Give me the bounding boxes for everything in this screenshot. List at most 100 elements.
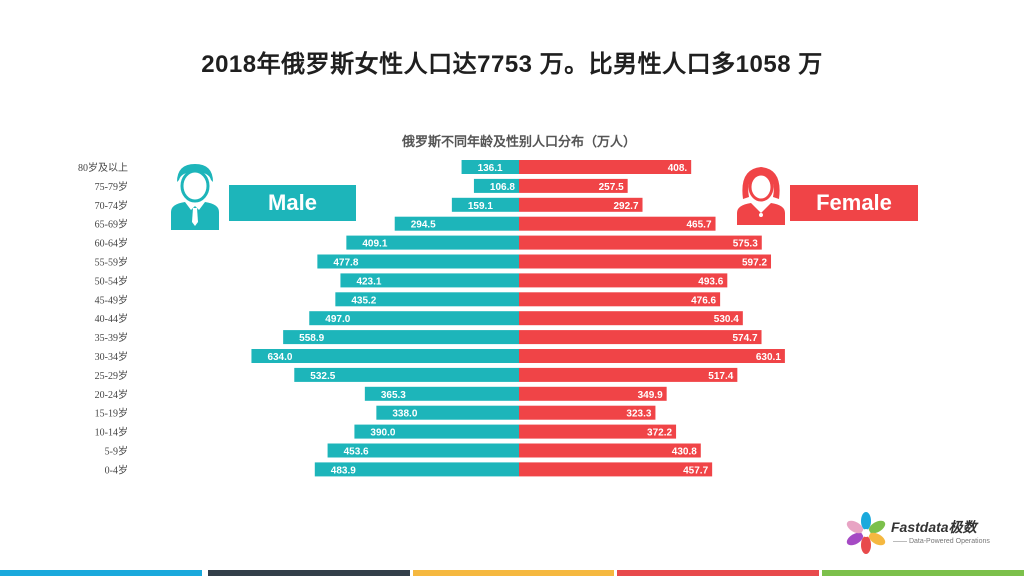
female-value-label: 457.7 <box>683 465 708 476</box>
male-bar <box>340 273 519 288</box>
female-value-label: 574.7 <box>732 333 757 344</box>
legend-female: Female <box>790 185 918 221</box>
age-group-label: 55-59岁 <box>95 256 128 269</box>
age-group-label: 0-4岁 <box>105 463 128 476</box>
male-bar <box>346 235 519 250</box>
female-value-label: 575.3 <box>733 239 758 250</box>
male-value-label: 409.1 <box>362 239 387 250</box>
female-bar <box>519 160 692 174</box>
female-bar <box>519 330 762 345</box>
male-bar <box>317 254 519 269</box>
male-value-label: 106.8 <box>490 182 515 193</box>
female-value-label: 465.7 <box>686 220 711 231</box>
female-bar <box>519 311 743 326</box>
logo-name: Fastdata极数 <box>891 519 977 535</box>
male-bar <box>283 330 519 345</box>
female-value-label: 257.5 <box>599 182 624 193</box>
female-value-label: 349.9 <box>638 390 663 401</box>
male-bar <box>473 178 519 193</box>
female-bar <box>519 197 643 212</box>
female-value-label: 323.3 <box>626 409 651 420</box>
female-value-label: 597.2 <box>742 258 767 269</box>
female-bar <box>519 254 772 269</box>
male-bar <box>364 386 519 401</box>
male-bar <box>294 367 519 382</box>
male-value-label: 423.1 <box>356 276 381 287</box>
male-value-label: 497.0 <box>325 314 350 325</box>
male-bar <box>309 311 519 326</box>
age-group-label: 30-34岁 <box>95 350 128 363</box>
age-group-label: 5-9岁 <box>105 445 128 458</box>
female-bar <box>519 462 713 477</box>
female-bar <box>519 443 701 458</box>
male-value-label: 338.0 <box>392 409 417 420</box>
female-person-icon <box>737 167 785 225</box>
female-bar <box>519 292 721 307</box>
female-bar <box>519 386 667 401</box>
logo-tagline: —— Data-Powered Operations <box>893 538 990 545</box>
male-value-label: 435.2 <box>351 295 376 306</box>
male-value-label: 558.9 <box>299 333 324 344</box>
male-bar <box>461 160 519 174</box>
age-group-label: 75-79岁 <box>95 180 128 193</box>
age-group-label: 15-19岁 <box>95 407 128 420</box>
female-bar <box>519 424 677 439</box>
male-bar <box>394 216 519 231</box>
male-value-label: 483.9 <box>331 465 356 476</box>
female-bar <box>519 216 716 231</box>
male-bar <box>327 443 519 458</box>
color-stripe <box>412 570 615 576</box>
female-value-label: 630.1 <box>756 352 781 363</box>
page-title: 2018年俄罗斯女性人口达7753 万。比男性人口多1058 万 <box>201 51 823 78</box>
female-bar <box>519 349 785 363</box>
flower-logo-icon <box>846 512 886 554</box>
chart-bars: 136.1 408. 80岁及以上 106.8 257.5 75-79岁 159.1 292.… <box>78 160 785 477</box>
male-value-label: 294.5 <box>411 220 436 231</box>
female-value-label: 408. <box>668 163 688 174</box>
female-bar <box>519 235 762 250</box>
male-value-label: 634.0 <box>267 352 292 363</box>
male-value-label: 136.1 <box>478 163 503 174</box>
female-value-label: 517.4 <box>708 371 733 382</box>
color-stripe <box>0 570 202 576</box>
male-bar <box>251 349 519 363</box>
age-group-label: 50-54岁 <box>95 274 128 287</box>
female-value-label: 430.8 <box>672 447 697 458</box>
age-group-label: 10-14岁 <box>95 426 128 439</box>
chart-title: 俄罗斯不同年龄及性别人口分布（万人） <box>401 134 636 149</box>
male-value-label: 453.6 <box>344 447 369 458</box>
color-stripe <box>822 570 1024 576</box>
age-group-label: 35-39岁 <box>95 331 128 344</box>
male-value-label: 159.1 <box>468 201 493 212</box>
age-group-label: 80岁及以上 <box>78 161 128 174</box>
age-group-label: 45-49岁 <box>95 293 128 306</box>
age-group-label: 70-74岁 <box>95 199 128 212</box>
color-stripe <box>617 570 820 576</box>
female-bar <box>519 273 728 288</box>
age-group-label: 25-29岁 <box>95 369 128 382</box>
male-value-label: 477.8 <box>333 258 358 269</box>
male-bar <box>376 405 519 420</box>
color-stripe <box>207 570 410 576</box>
fastdata-logo: Fastdata极数 —— Data-Powered Operations <box>843 511 1003 555</box>
female-bar <box>519 405 656 420</box>
female-value-label: 476.6 <box>691 295 716 306</box>
male-bar <box>314 462 519 477</box>
age-group-label: 65-69岁 <box>95 218 128 231</box>
female-bar <box>519 178 628 193</box>
male-value-label: 365.3 <box>381 390 406 401</box>
female-value-label: 530.4 <box>714 314 739 325</box>
male-value-label: 390.0 <box>370 428 395 439</box>
female-value-label: 372.2 <box>647 428 672 439</box>
female-value-label: 292.7 <box>613 201 638 212</box>
male-bar <box>335 292 519 307</box>
male-value-label: 532.5 <box>310 371 335 382</box>
legend-male: Male <box>229 185 356 221</box>
male-bar <box>451 197 519 212</box>
age-group-label: 60-64岁 <box>95 237 128 250</box>
female-bar <box>519 367 738 382</box>
age-group-label: 40-44岁 <box>95 312 128 325</box>
age-group-label: 20-24岁 <box>95 388 128 401</box>
male-person-icon <box>171 164 219 230</box>
